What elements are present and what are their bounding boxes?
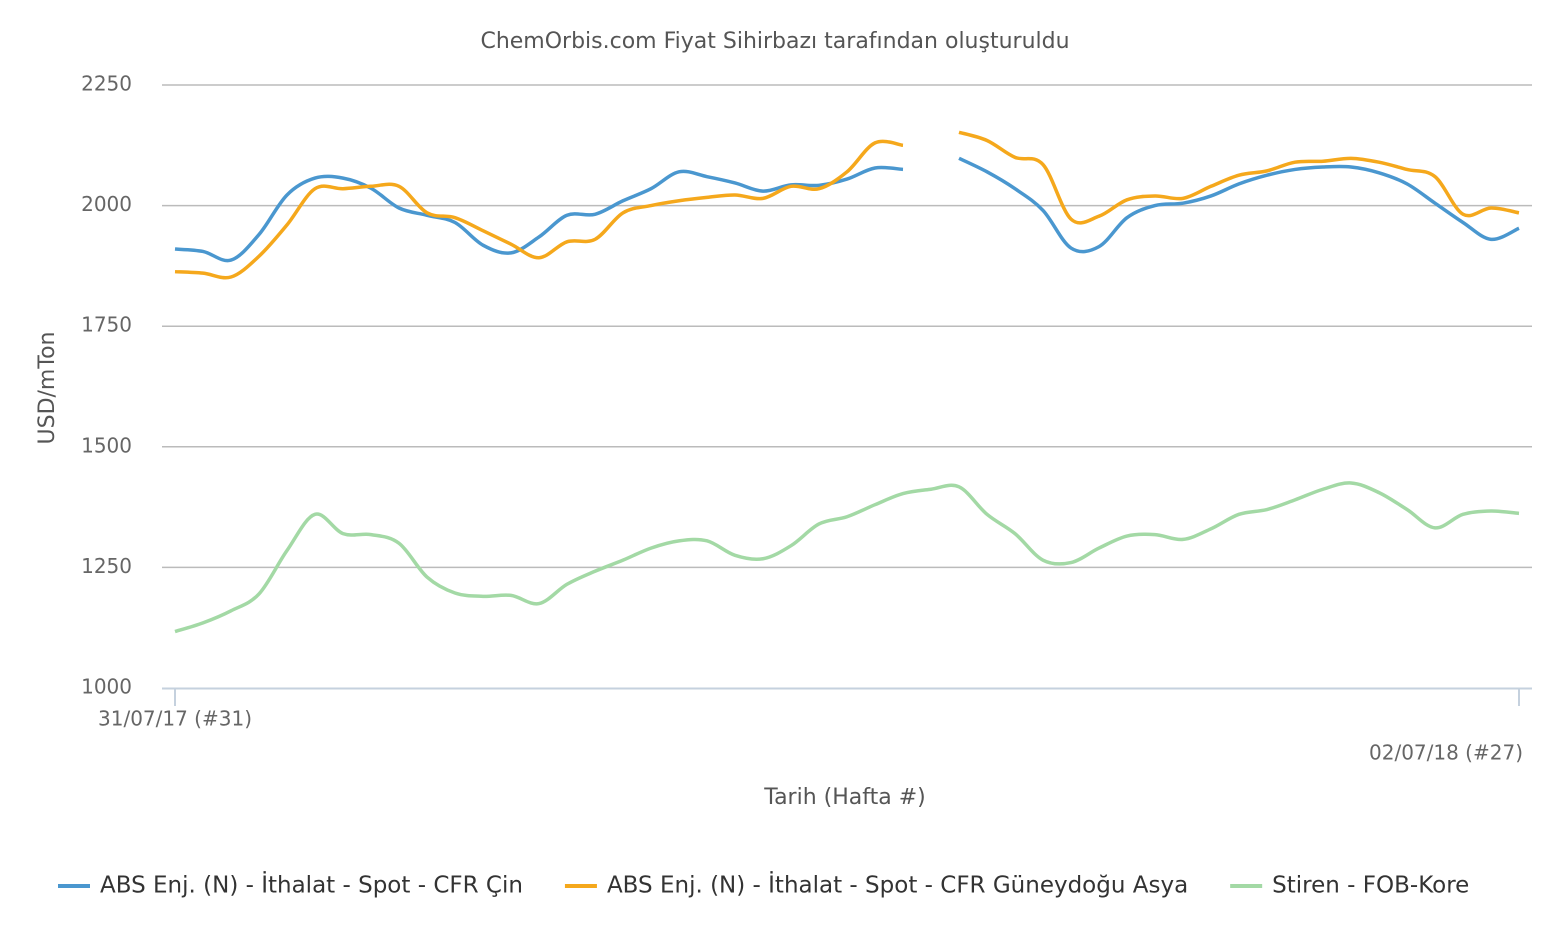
y-axis-label: USD/mTon (35, 332, 60, 445)
y-tick-label: 1000 (81, 675, 132, 699)
chart-title: ChemOrbis.com Fiyat Sihirbazı tarafından… (480, 29, 1069, 54)
series-line (174, 130, 1520, 280)
legend-label: ABS Enj. (N) - İthalat - Spot - CFR Güne… (607, 871, 1188, 899)
y-tick-label: 1250 (81, 554, 132, 578)
series-line (174, 156, 1520, 263)
legend: ABS Enj. (N) - İthalat - Spot - CFR Çin A… (58, 871, 1469, 899)
x-tick-label: 02/07/18 (#27) (1369, 741, 1523, 765)
y-tick-label: 1500 (81, 433, 132, 457)
legend-label: ABS Enj. (N) - İthalat - Spot - CFR Çin (100, 871, 523, 899)
series-line (174, 481, 1520, 634)
y-tick-label: 2250 (81, 72, 132, 96)
y-tick-label: 2000 (81, 192, 132, 216)
x-axis-label: Tarih (Hafta #) (763, 785, 925, 810)
y-tick-label: 1750 (81, 313, 132, 337)
legend-label: Stiren - FOB-Kore (1272, 873, 1469, 899)
x-tick-label: 31/07/17 (#31) (98, 707, 252, 731)
